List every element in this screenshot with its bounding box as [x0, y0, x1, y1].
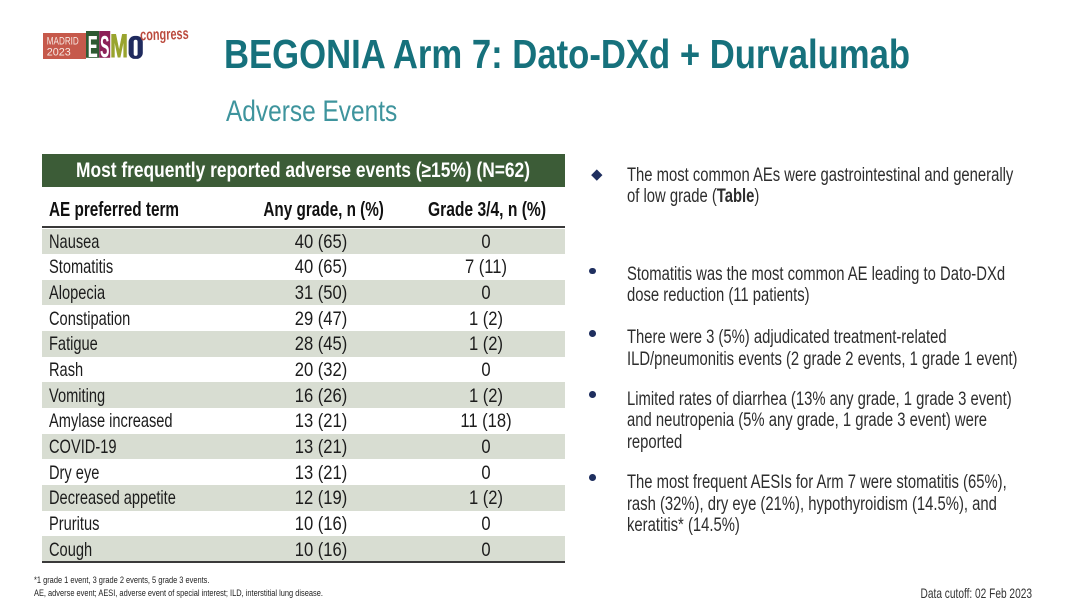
svg-text:S: S	[100, 29, 109, 64]
svg-text:congress: congress	[140, 26, 189, 45]
svg-text:E: E	[88, 29, 98, 64]
svg-text:MADRID: MADRID	[47, 36, 79, 48]
svg-text:2023: 2023	[47, 47, 71, 59]
svg-text:M: M	[110, 28, 128, 64]
